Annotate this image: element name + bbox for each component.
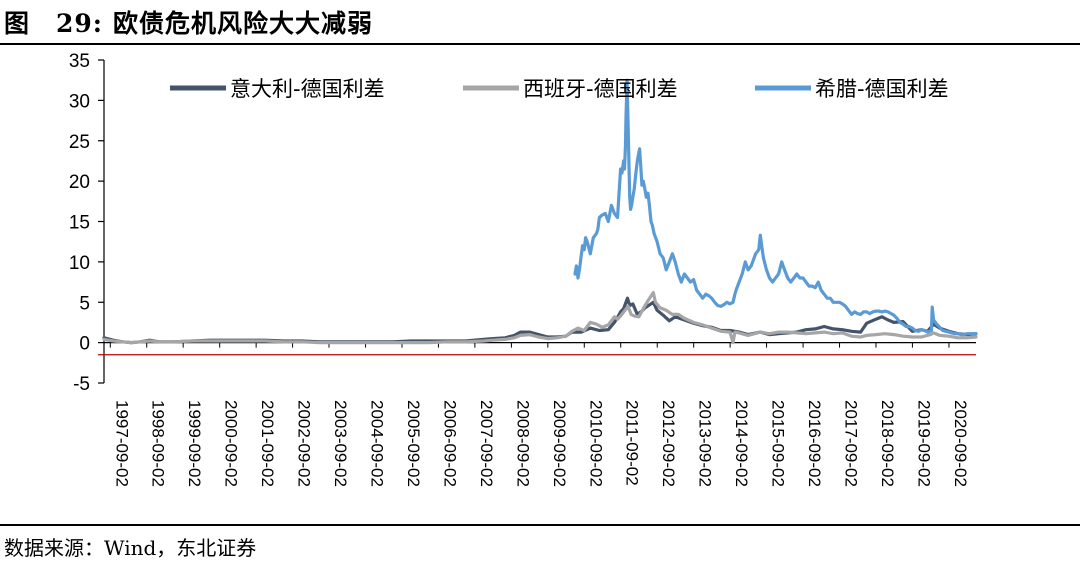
y-axis: -5 0 5 10 15 20 25 30 35 — [69, 51, 105, 395]
x-tick-label: 1997-09-02 — [112, 400, 131, 487]
x-tick-label: 2001-09-02 — [258, 400, 277, 487]
x-tick-label: 2008-09-02 — [513, 400, 532, 487]
x-tick-label: 1998-09-02 — [149, 400, 168, 487]
y-tick-label: -5 — [73, 374, 90, 395]
x-tick-label: 2004-09-02 — [368, 400, 387, 487]
y-tick-label: 10 — [69, 253, 90, 274]
x-tick-label: 2019-09-02 — [914, 400, 933, 487]
y-tick-label: 30 — [69, 91, 90, 112]
x-tick-label: 2014-09-02 — [732, 400, 751, 487]
source-rule — [0, 524, 1080, 526]
legend: 意大利-德国利差 西班牙-德国利差 希腊-德国利差 — [170, 77, 949, 101]
series-line-1 — [102, 291, 978, 345]
x-tick-label: 2013-09-02 — [696, 400, 715, 487]
x-tick-label: 2000-09-02 — [222, 400, 241, 487]
legend-label: 希腊-德国利差 — [815, 77, 949, 101]
y-tick-label: 35 — [69, 51, 90, 72]
x-tick-label: 2009-09-02 — [550, 400, 569, 487]
x-tick-label: 2018-09-02 — [878, 400, 897, 487]
x-tick-label: 2002-09-02 — [295, 400, 314, 487]
x-axis: 1997-09-02 1998-09-02 1999-09-02 2000-09-02… — [104, 342, 976, 487]
title-rule — [0, 43, 1080, 45]
series-line-2 — [573, 78, 978, 337]
data-source: 数据来源：Wind，东北证券 — [4, 536, 257, 560]
y-tick-label: 5 — [79, 293, 90, 314]
x-tick-label: 2010-09-02 — [586, 400, 605, 487]
y-tick-label: 0 — [79, 334, 90, 355]
figure-title: 图 29: 欧债危机风险大大减弱 — [4, 4, 373, 40]
x-tick-label: 2012-09-02 — [659, 400, 678, 487]
x-tick-label: 2015-09-02 — [769, 400, 788, 487]
legend-label: 西班牙-德国利差 — [523, 77, 678, 101]
x-tick-label: 2017-09-02 — [842, 400, 861, 487]
x-tick-label: 1999-09-02 — [185, 400, 204, 487]
x-tick-label: 2005-09-02 — [404, 400, 423, 487]
x-tick-label: 2003-09-02 — [331, 400, 350, 487]
series-layer — [102, 78, 978, 345]
x-tick-label: 2020-09-02 — [951, 400, 970, 487]
y-tick-label: 25 — [69, 132, 90, 153]
x-tick-label: 2016-09-02 — [805, 400, 824, 487]
figure-number: 图 29: — [4, 9, 104, 38]
x-tick-label: 2011-09-02 — [623, 400, 642, 486]
x-tick-label: 2007-09-02 — [477, 400, 496, 487]
y-tick-label: 20 — [69, 172, 90, 193]
y-tick-label: 15 — [69, 213, 90, 234]
legend-label: 意大利-德国利差 — [230, 77, 385, 101]
x-tick-label: 2006-09-02 — [440, 400, 459, 487]
figure-title-text: 欧债危机风险大大减弱 — [113, 9, 374, 38]
